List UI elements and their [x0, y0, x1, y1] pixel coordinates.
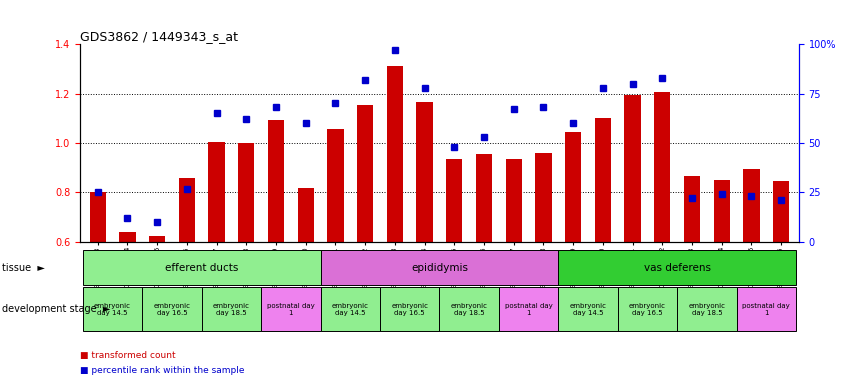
Bar: [142, 287, 202, 331]
Bar: [298, 187, 314, 242]
Bar: [535, 153, 552, 242]
Text: embryonic
day 14.5: embryonic day 14.5: [94, 303, 131, 316]
Text: development stage  ►: development stage ►: [2, 304, 110, 314]
Bar: [654, 93, 670, 242]
Bar: [558, 287, 617, 331]
Text: ■ percentile rank within the sample: ■ percentile rank within the sample: [80, 366, 245, 375]
Text: embryonic
day 16.5: embryonic day 16.5: [629, 303, 666, 316]
Text: postnatal day
1: postnatal day 1: [267, 303, 315, 316]
Bar: [178, 178, 195, 242]
Bar: [267, 119, 284, 242]
Bar: [743, 169, 759, 242]
Text: vas deferens: vas deferens: [643, 263, 711, 273]
Bar: [499, 287, 558, 331]
Text: embryonic
day 14.5: embryonic day 14.5: [569, 303, 606, 316]
Bar: [89, 192, 106, 242]
Bar: [238, 143, 255, 242]
Bar: [416, 102, 433, 242]
Text: GDS3862 / 1449343_s_at: GDS3862 / 1449343_s_at: [80, 30, 238, 43]
Bar: [83, 287, 142, 331]
Bar: [209, 142, 225, 242]
Text: embryonic
day 16.5: embryonic day 16.5: [391, 303, 428, 316]
Bar: [202, 287, 262, 331]
Bar: [357, 105, 373, 242]
Text: embryonic
day 14.5: embryonic day 14.5: [332, 303, 369, 316]
Bar: [624, 95, 641, 242]
Text: embryonic
day 18.5: embryonic day 18.5: [688, 303, 725, 316]
Bar: [677, 287, 737, 331]
Bar: [595, 118, 611, 242]
Bar: [327, 129, 344, 242]
Text: postnatal day
1: postnatal day 1: [505, 303, 553, 316]
Text: ■ transformed count: ■ transformed count: [80, 351, 176, 360]
Text: embryonic
day 18.5: embryonic day 18.5: [213, 303, 250, 316]
Bar: [737, 287, 796, 331]
Bar: [713, 180, 730, 242]
Bar: [83, 250, 320, 285]
Bar: [380, 287, 439, 331]
Bar: [565, 132, 581, 242]
Text: efferent ducts: efferent ducts: [165, 263, 238, 273]
Bar: [387, 66, 403, 242]
Bar: [476, 154, 492, 242]
Text: epididymis: epididymis: [411, 263, 468, 273]
Bar: [773, 181, 790, 242]
Bar: [262, 287, 320, 331]
Text: embryonic
day 18.5: embryonic day 18.5: [451, 303, 488, 316]
Bar: [617, 287, 677, 331]
Bar: [684, 176, 701, 242]
Text: postnatal day
1: postnatal day 1: [743, 303, 791, 316]
Bar: [446, 159, 463, 242]
Bar: [320, 287, 380, 331]
Bar: [119, 232, 135, 242]
Bar: [320, 250, 558, 285]
Bar: [439, 287, 499, 331]
Text: tissue  ►: tissue ►: [2, 263, 45, 273]
Text: embryonic
day 16.5: embryonic day 16.5: [154, 303, 191, 316]
Bar: [558, 250, 796, 285]
Bar: [149, 236, 166, 242]
Bar: [505, 159, 522, 242]
